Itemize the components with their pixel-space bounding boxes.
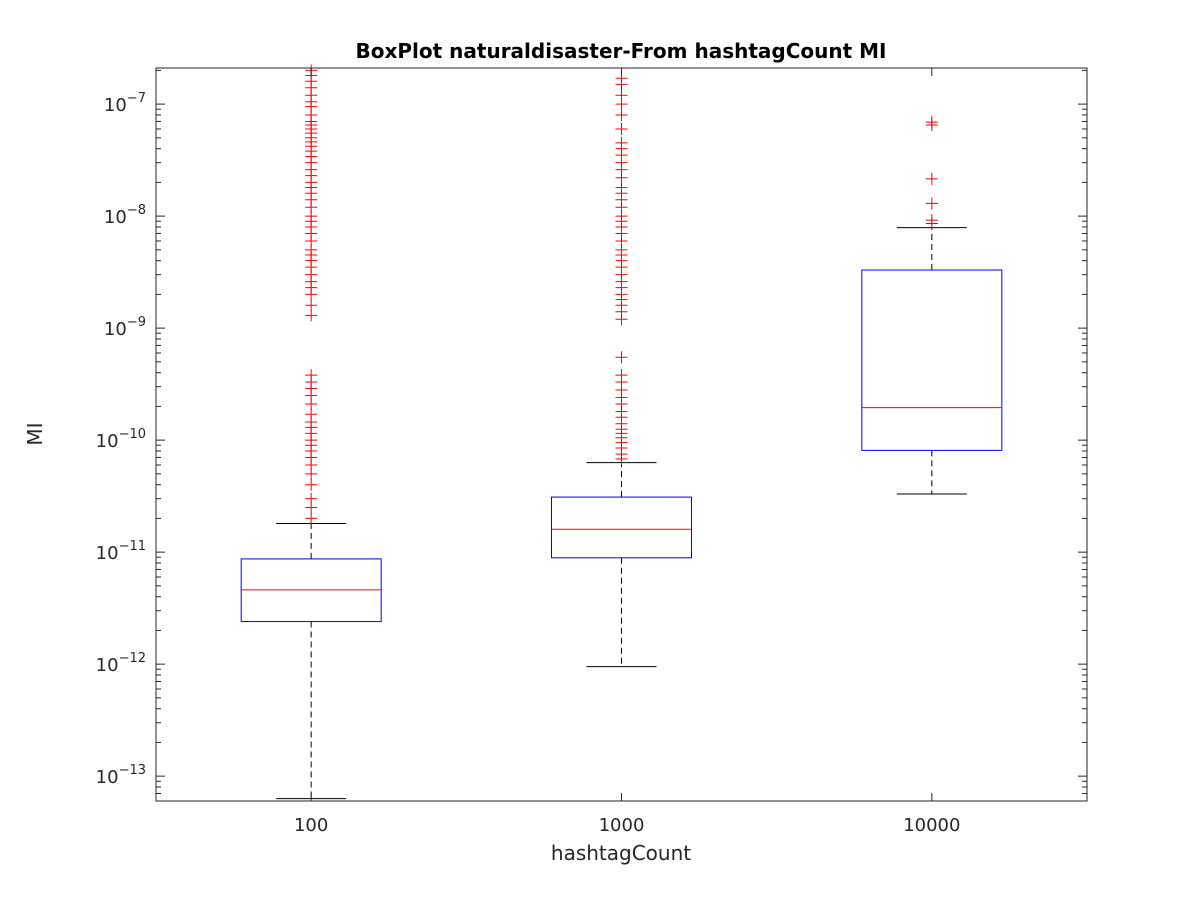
- box: [861, 269, 1003, 451]
- outlier-point: [305, 512, 318, 525]
- x-tick-label: 1000: [599, 815, 645, 836]
- y-tick-label-exponent: −8: [127, 203, 146, 218]
- outlier-point: [615, 369, 628, 382]
- axes-layer: 100 1000 1000010−1310−1210−1110−1010−910−8…: [96, 67, 1088, 836]
- y-tick-label-exponent: −9: [127, 315, 146, 330]
- outlier-point: [615, 136, 628, 149]
- y-tick-label-base: 10: [96, 767, 119, 788]
- x-axis-label: hashtagCount: [551, 841, 691, 865]
- y-tick-label-exponent: −13: [119, 763, 146, 778]
- y-tick-label: 10−7: [104, 91, 146, 116]
- y-tick-label: 10−8: [104, 203, 146, 228]
- outlier-point: [925, 214, 938, 227]
- y-tick-label-exponent: −11: [119, 539, 146, 554]
- x-tick-label: 10000: [903, 815, 960, 836]
- y-tick-label-exponent: −7: [127, 91, 146, 106]
- box-group-1000: [551, 72, 692, 668]
- y-tick-label: 10−9: [104, 315, 146, 340]
- outlier-point: [615, 351, 628, 364]
- y-tick-label: 10−13: [96, 763, 146, 788]
- box-group-100: [240, 64, 382, 800]
- data-layer: [240, 64, 1003, 800]
- y-tick-label: 10−12: [96, 651, 146, 676]
- box-group-10000: [861, 116, 1003, 495]
- outlier-point: [615, 122, 628, 135]
- outlier-point: [305, 478, 318, 491]
- y-tick-label-exponent: −12: [119, 651, 146, 666]
- y-tick-label: 10−11: [96, 539, 146, 564]
- outlier-point: [305, 369, 318, 382]
- outliers: [305, 64, 318, 525]
- outlier-point: [615, 108, 628, 121]
- outlier-point: [305, 299, 318, 312]
- y-axis-label: MI: [23, 422, 47, 445]
- outlier-point: [305, 408, 318, 421]
- outliers: [925, 116, 938, 230]
- y-tick-label-exponent: −10: [119, 427, 146, 442]
- y-tick-label-base: 10: [96, 431, 119, 452]
- outlier-point: [925, 197, 938, 210]
- y-tick-label-base: 10: [104, 207, 127, 228]
- outlier-point: [305, 492, 318, 505]
- box: [551, 496, 692, 559]
- outlier-point: [615, 89, 628, 102]
- y-tick-label-base: 10: [96, 655, 119, 676]
- outlier-point: [305, 309, 318, 322]
- y-tick-label-base: 10: [104, 95, 127, 116]
- outlier-point: [925, 116, 938, 129]
- y-tick-label-base: 10: [104, 319, 127, 340]
- y-tick-label-base: 10: [96, 543, 119, 564]
- x-tick-label: 100: [294, 815, 328, 836]
- outliers: [615, 72, 628, 465]
- outlier-point: [925, 172, 938, 185]
- chart-title: BoxPlot naturaldisaster-From hashtagCoun…: [356, 39, 887, 63]
- y-tick-label: 10−10: [96, 427, 146, 452]
